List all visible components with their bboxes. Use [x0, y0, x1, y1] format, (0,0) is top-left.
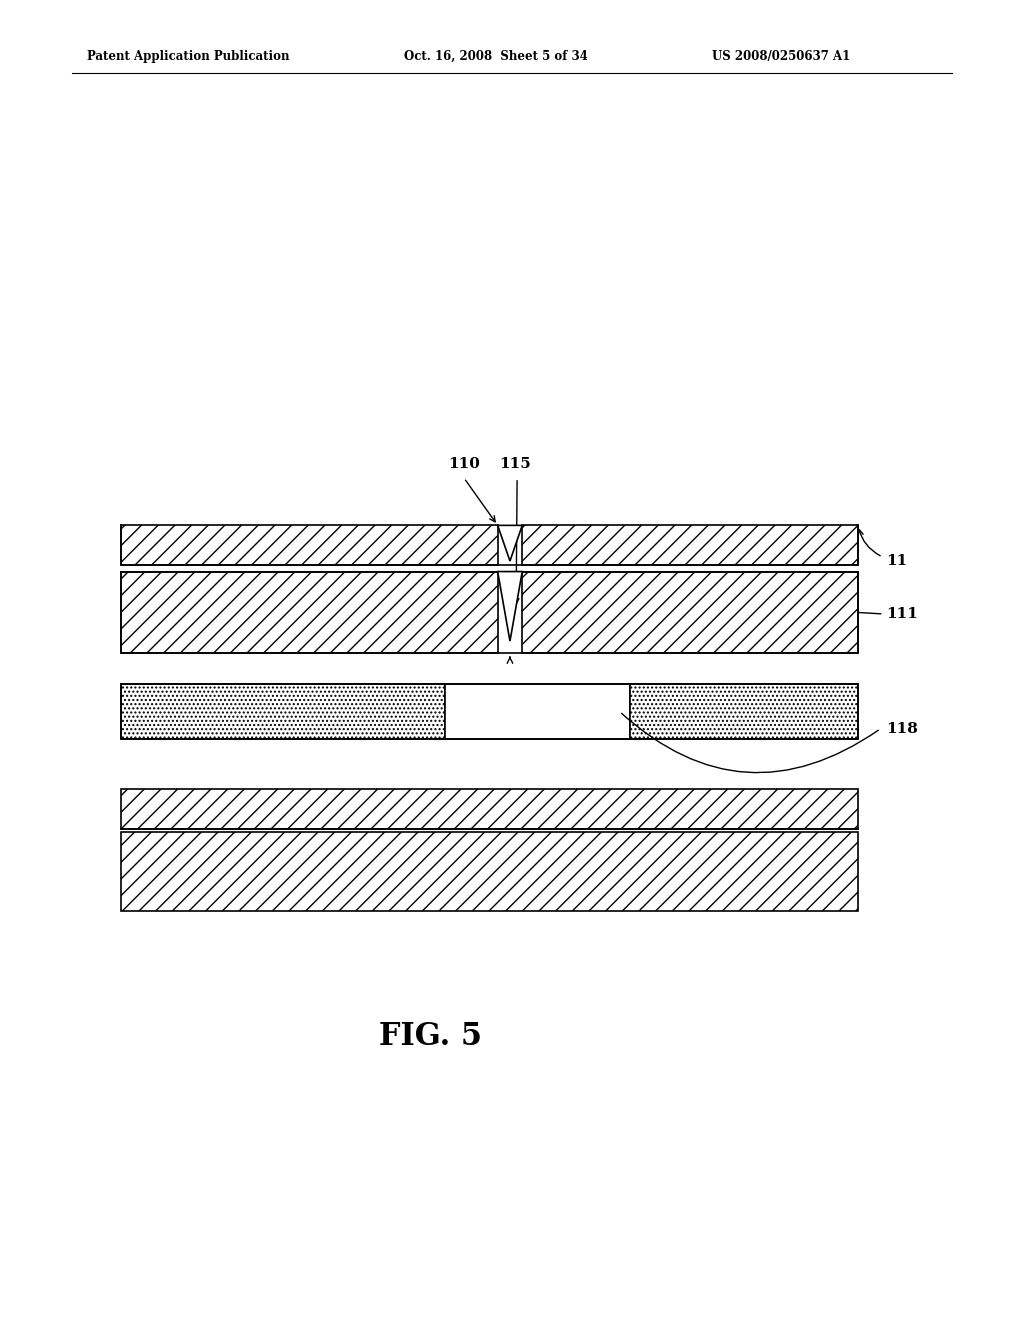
Text: FIG. 5: FIG. 5: [379, 1020, 481, 1052]
Bar: [630, 684, 858, 739]
Bar: [121, 832, 858, 911]
Bar: [630, 684, 858, 739]
Text: 111: 111: [886, 607, 918, 620]
Bar: [121, 789, 858, 829]
Text: Patent Application Publication: Patent Application Publication: [87, 50, 290, 63]
Bar: [121, 572, 498, 653]
Polygon shape: [498, 525, 522, 561]
Text: 110: 110: [447, 457, 480, 471]
Polygon shape: [498, 572, 522, 642]
Bar: [121, 684, 445, 739]
Bar: [121, 572, 498, 653]
Text: 118: 118: [886, 722, 918, 735]
Bar: [121, 832, 858, 911]
Bar: [121, 789, 858, 829]
Bar: [522, 572, 858, 653]
Bar: [121, 684, 445, 739]
Bar: [445, 684, 630, 739]
Bar: [121, 525, 498, 565]
FancyArrowPatch shape: [622, 713, 879, 772]
Bar: [522, 525, 858, 565]
Text: Oct. 16, 2008  Sheet 5 of 34: Oct. 16, 2008 Sheet 5 of 34: [404, 50, 589, 63]
Text: 11: 11: [886, 554, 907, 568]
Bar: [522, 572, 858, 653]
Text: US 2008/0250637 A1: US 2008/0250637 A1: [712, 50, 850, 63]
Text: 115: 115: [499, 457, 531, 471]
Bar: [121, 525, 498, 565]
Bar: [522, 525, 858, 565]
